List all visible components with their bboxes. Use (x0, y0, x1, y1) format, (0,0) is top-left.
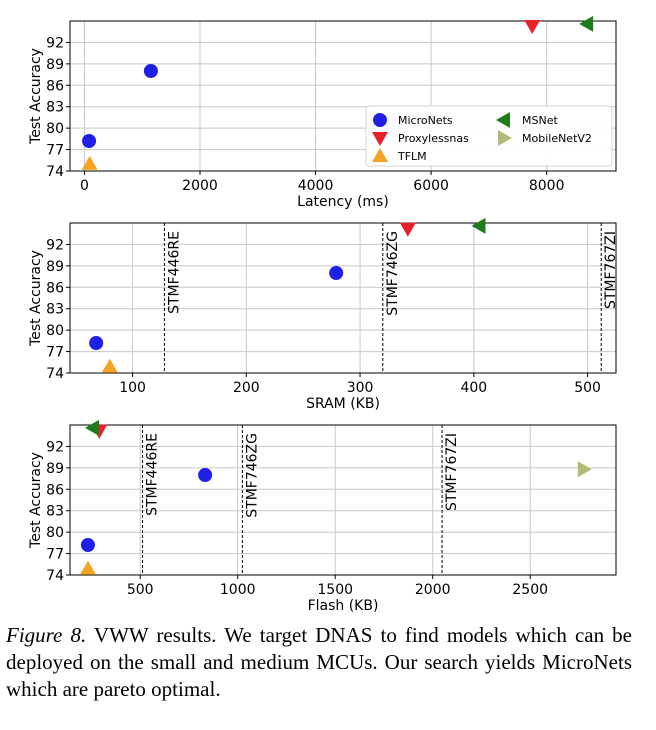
legend-box (365, 105, 613, 167)
y-tick-label: 89 (46, 57, 64, 73)
y-tick-label: 86 (46, 482, 64, 498)
figure-canvas: 0 2000 4000 6000 8000 74 77 80 83 86 89 92 Latency (… (28, 15, 619, 614)
y-tick-label: 89 (46, 461, 64, 477)
y-tick-label: 83 (46, 504, 64, 520)
point-msnet (579, 15, 594, 32)
y-tick-label: 77 (46, 345, 64, 361)
y-tick-label: 80 (46, 121, 64, 137)
legend-marker-msnet (496, 112, 510, 128)
y-tick-label: 92 (46, 237, 64, 253)
y-tick-label: 86 (46, 280, 64, 296)
mcu-label-stmf446re: STMF446RE (166, 231, 182, 314)
legend-marker-micronets (373, 113, 387, 127)
x-tick-label: 400 (460, 380, 487, 396)
y-axis-label: Test Accuracy (28, 250, 44, 347)
y-tick-label: 89 (46, 259, 64, 275)
point-msnet (471, 217, 486, 234)
y-tick-label: 80 (46, 323, 64, 339)
chart-panel-2: 100 200 300 400 500 74 77 80 83 86 89 92 SRAM (KB) Te… (28, 217, 619, 412)
point-micronets (143, 64, 158, 78)
point-micronets (329, 266, 344, 280)
y-tick-label: 86 (46, 78, 64, 94)
y-tick-label: 92 (46, 439, 64, 455)
legend-label-msnet: MSNet (522, 114, 558, 127)
x-tick-label: 500 (574, 380, 601, 396)
y-tick-label: 83 (46, 302, 64, 318)
mcu-label-stmf746zg: STMF746ZG (244, 433, 260, 518)
point-msnet (85, 419, 100, 436)
chart-panel-1: 0 2000 4000 6000 8000 74 77 80 83 86 89 92 Latency (… (28, 15, 617, 210)
y-tick-label: 77 (46, 143, 64, 159)
y-tick-label: 74 (46, 366, 64, 382)
y-tick-label: 83 (46, 100, 64, 116)
caption-text: VWW results. We target DNAS to find mode… (6, 623, 632, 701)
point-mobilenetv2 (577, 461, 592, 478)
y-tick-label: 74 (46, 568, 64, 584)
x-tick-label: 0 (80, 178, 89, 194)
point-proxylessnas (399, 222, 416, 237)
x-tick-label: 100 (119, 380, 146, 396)
x-tick-label: 1000 (220, 582, 256, 598)
plot-frame (69, 20, 617, 172)
legend-marker-proxylessnas (372, 132, 388, 146)
mcu-label-stmf767zi: STMF767ZI (603, 231, 619, 309)
caption-label: Figure 8. (6, 623, 87, 647)
point-micronets (198, 468, 213, 482)
x-tick-label: 6000 (413, 178, 449, 194)
mcu-label-stmf767zi: STMF767ZI (444, 433, 460, 511)
legend: MicroNets MSNet Proxylessnas MobileNetV2 TFL… (365, 105, 613, 167)
point-micronets (89, 336, 104, 350)
y-tick-label: 80 (46, 525, 64, 541)
point-proxylessnas (524, 20, 541, 34)
legend-label-proxylessnas: Proxylessnas (398, 132, 469, 145)
chart-panel-3: 500 1000 1500 2000 2500 74 77 80 83 86 89 92 Flash (… (28, 419, 617, 614)
y-tick-label: 77 (46, 547, 64, 563)
point-tflm (79, 560, 96, 575)
x-tick-label: 2000 (415, 582, 451, 598)
point-tflm (81, 155, 98, 170)
plot-frame (69, 424, 617, 576)
point-micronets (82, 134, 97, 148)
figure-caption: Figure 8. VWW results. We target DNAS to… (6, 622, 632, 703)
y-axis-label: Test Accuracy (28, 452, 44, 549)
legend-label-micronets: MicroNets (398, 114, 453, 127)
x-tick-label: 8000 (529, 178, 565, 194)
y-tick-label: 92 (46, 35, 64, 51)
x-tick-label: 2000 (182, 178, 218, 194)
mcu-label-stmf446re: STMF446RE (145, 433, 161, 516)
legend-marker-tflm (372, 148, 388, 162)
x-tick-label: 4000 (298, 178, 334, 194)
x-tick-label: 500 (127, 582, 154, 598)
x-tick-label: 200 (233, 380, 260, 396)
x-axis-label: Flash (KB) (308, 598, 379, 614)
point-micronets (80, 538, 95, 552)
x-tick-label: 300 (347, 380, 374, 396)
y-axis-label: Test Accuracy (28, 48, 44, 145)
legend-label-tflm: TFLM (397, 150, 427, 163)
x-axis-label: Latency (ms) (297, 194, 389, 210)
legend-marker-mobilenetv2 (498, 130, 512, 146)
x-axis-label: SRAM (KB) (306, 396, 380, 412)
mcu-label-stmf746zg: STMF746ZG (385, 231, 401, 316)
x-tick-label: 2500 (512, 582, 548, 598)
legend-label-mobilenetv2: MobileNetV2 (522, 132, 592, 145)
y-tick-label: 74 (46, 164, 64, 180)
point-tflm (101, 358, 118, 373)
plot-frame (69, 222, 617, 374)
x-tick-label: 1500 (317, 582, 353, 598)
